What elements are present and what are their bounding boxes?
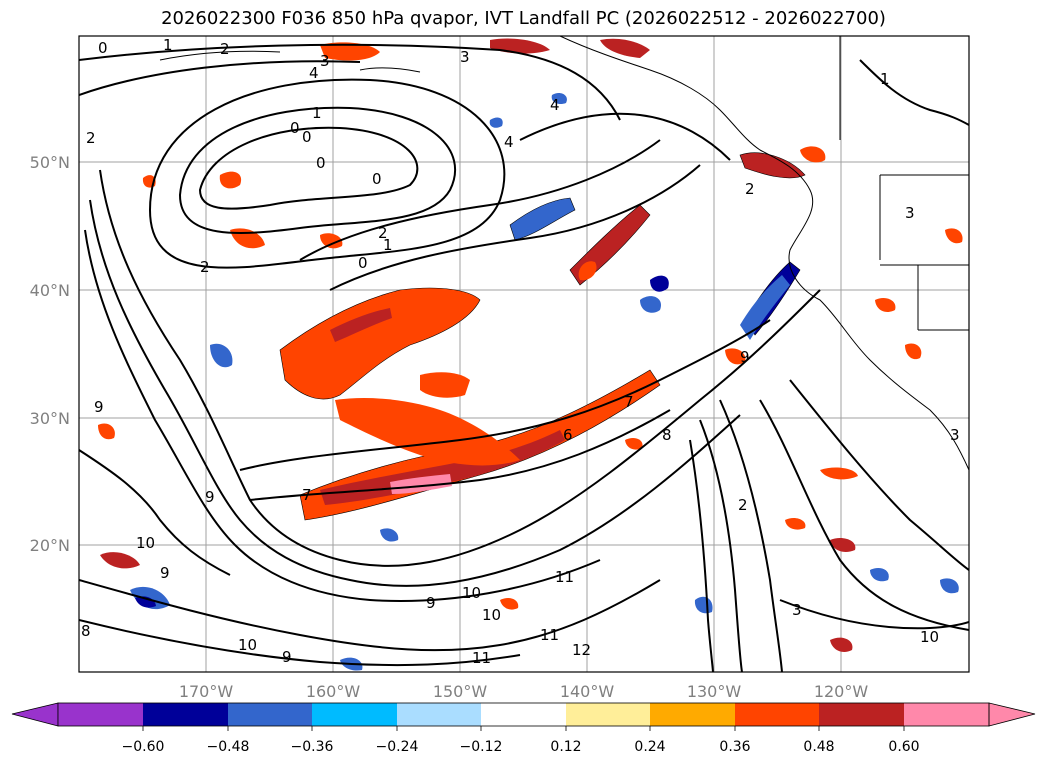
contour-label: 11 [540,626,559,644]
colorbar-tick-label: −0.36 [291,739,334,755]
ar-band-peak [390,474,452,494]
contour-label: 8 [662,426,672,444]
ar-band-core [320,430,565,505]
contour-label: 10 [920,628,939,646]
mid-patch-core [330,308,392,342]
lat-label-40n: 40°N [30,281,70,300]
colorbar-extend-low [11,702,59,727]
colorbar-tick-label: 0.12 [550,739,581,755]
lon-label-140w: 140°W [560,682,615,701]
lon-label-160w: 160°W [306,682,361,701]
contour-labels: 0 1 2 3 4 0 0 0 0 2 1 0 2 3 4 4 2 1 1 2 … [81,36,960,667]
contour-label: 2 [745,180,755,198]
map-frame [78,35,970,673]
contour-label: 0 [290,119,300,137]
contour-label: 7 [302,486,312,504]
anomaly-fills [98,38,963,671]
contour-label: 6 [563,426,573,444]
contour-label: 10 [136,534,155,552]
contour-label: 1 [312,104,322,122]
colorbar-tick-label: −0.48 [207,739,250,755]
contour-label: 3 [460,48,470,66]
contour-label: 11 [555,568,574,586]
contour-label: 2 [220,40,230,58]
coastlines [159,36,969,471]
blue-patch-north [509,197,576,241]
contour-label: 0 [98,39,108,57]
contour-label: 9 [740,348,750,366]
lat-label-30n: 30°N [30,409,70,428]
contour-label: 4 [504,133,514,151]
colorbar-bin [481,703,566,726]
lat-label-20n: 20°N [30,536,70,555]
colorbar: −0.60 −0.48 −0.36 −0.24 −0.12 0.12 0.24 … [11,702,1036,755]
lon-label-120w: 120°W [814,682,869,701]
contour-label: 3 [792,601,802,619]
contour-label: 9 [160,564,170,582]
west-blue-patch [210,343,233,368]
colorbar-tick-label: 0.48 [803,739,834,755]
contour-label: 2 [378,224,388,242]
contour-label: 0 [316,154,326,172]
contour-label: 0 [372,170,382,188]
contour-label: 10 [462,584,481,602]
contour-label: 9 [205,488,215,506]
contour-label: 8 [81,622,91,640]
contour-label: 11 [472,649,491,667]
contour-label: 3 [320,52,330,70]
colorbar-bin [143,703,228,726]
contour-label: 12 [572,641,591,659]
colorbar-bin [312,703,397,726]
colorbar-tick-label: 0.24 [634,739,665,755]
lon-label-130w: 130°W [687,682,742,701]
contour-label: 9 [282,648,292,666]
colorbar-tick-label: 0.36 [719,739,750,755]
colorbar-tick-label: 0.60 [888,739,919,755]
colorbar-bin [735,703,819,726]
alaska-patch [320,42,380,61]
colorbar-bin [650,703,735,726]
map-panel: 0 1 2 3 4 0 0 0 0 2 1 0 2 3 4 4 2 1 1 2 … [79,36,969,672]
contour-label: 2 [86,129,96,147]
colorbar-tick-label: −0.60 [122,739,165,755]
colorbar-bin [228,703,312,726]
map-title: 2026022300 F036 850 hPa qvapor, IVT Land… [161,8,886,29]
contour-label: 2 [738,496,748,514]
contour-lines [79,43,969,672]
latitude-labels: 50°N 40°N 30°N 20°N [30,153,70,555]
contour-label: 1 [383,236,393,254]
contour-label: 4 [309,64,319,82]
mid-patch [279,287,481,400]
lon-label-170w: 170°W [179,682,234,701]
lat-label-50n: 50°N [30,153,70,172]
contour-label: 1 [163,36,173,54]
contour-label: 0 [358,254,368,272]
contour-label: 3 [905,204,915,222]
contour-label: 10 [238,636,257,654]
colorbar-tick-label: −0.12 [460,739,503,755]
mid-patch-south [335,398,520,466]
colorbar-frame [57,702,990,727]
colorbar-tick-label: −0.24 [376,739,419,755]
contour-label: 9 [426,594,436,612]
contour-label: 0 [302,128,312,146]
colorbar-bin [566,703,650,726]
contour-label: 7 [624,393,634,411]
colorbar-bin [397,703,481,726]
contour-label: 2 [200,258,210,276]
contour-label: 3 [950,426,960,444]
contour-label: 4 [550,96,560,114]
lon-label-150w: 150°W [433,682,488,701]
colorbar-extend-high [988,702,1036,727]
contour-label: 1 [880,70,890,88]
longitude-labels: 170°W 160°W 150°W 140°W 130°W 120°W [179,682,869,701]
colorbar-bin [58,703,143,726]
colorbar-bin [904,703,989,726]
contour-label: 10 [482,606,501,624]
colorbar-bin [819,703,904,726]
contour-label: 9 [94,398,104,416]
